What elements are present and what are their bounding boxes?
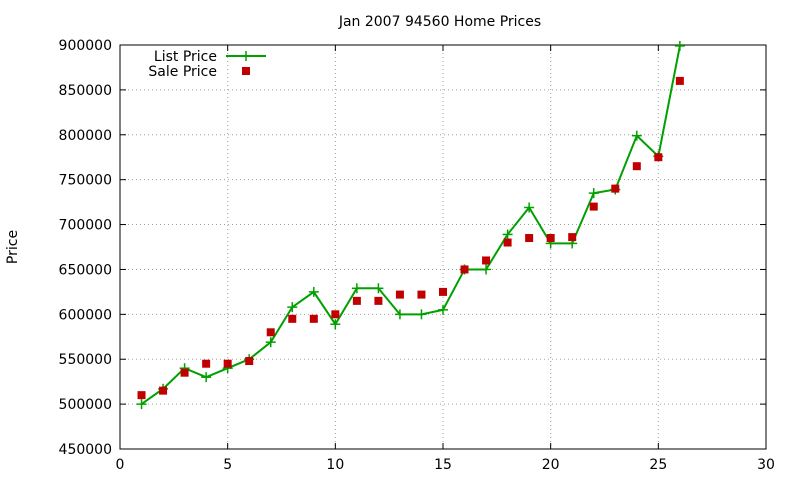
series-1 <box>137 76 684 400</box>
y-tick-label: 750000 <box>59 173 112 189</box>
data-point <box>266 328 275 337</box>
y-tick-label: 900000 <box>59 38 112 54</box>
data-point <box>524 202 535 213</box>
series-line <box>140 45 681 405</box>
data-point <box>674 40 685 51</box>
data-point <box>265 337 276 348</box>
y-tick-label: 500000 <box>59 397 112 413</box>
series-0 <box>136 40 685 410</box>
data-point <box>611 184 620 193</box>
y-tick-label: 800000 <box>59 128 112 144</box>
x-tick-label: 0 <box>116 457 125 473</box>
y-tick-label: 650000 <box>59 262 112 278</box>
data-point <box>502 229 513 240</box>
x-tick-label: 25 <box>649 457 667 473</box>
data-point <box>395 290 404 299</box>
data-point <box>438 304 448 315</box>
data-point <box>180 368 189 377</box>
data-point <box>525 234 534 243</box>
data-point <box>503 238 512 247</box>
y-tick-label: 550000 <box>59 352 112 368</box>
data-point <box>546 234 555 243</box>
data-point <box>373 283 384 294</box>
data-point <box>288 314 297 323</box>
data-point <box>287 302 298 313</box>
data-point <box>245 357 254 366</box>
data-point <box>631 130 642 141</box>
data-point <box>159 386 168 395</box>
data-point <box>632 162 641 171</box>
data-point <box>223 359 232 368</box>
data-point <box>309 314 318 323</box>
x-tick-label: 15 <box>434 457 452 473</box>
data-point <box>136 399 147 410</box>
y-tick-label: 700000 <box>59 218 112 234</box>
x-tick-label: 10 <box>326 457 344 473</box>
y-axis-label: Price <box>5 230 21 264</box>
data-point <box>675 76 684 85</box>
data-point <box>137 391 146 400</box>
y-tick-label: 450000 <box>59 442 112 458</box>
axis-ticks: 0 5 10 15 20 25 30 450000 500000 550000 600000 6500… <box>59 38 775 473</box>
data-point <box>330 319 341 330</box>
data-point <box>417 290 426 299</box>
data-point <box>352 296 361 305</box>
legend-label: Sale Price <box>148 64 217 80</box>
data-point <box>416 309 427 320</box>
data-point <box>202 359 211 368</box>
y-tick-label: 600000 <box>59 307 112 323</box>
legend-marker <box>242 67 250 75</box>
data-point <box>482 256 491 265</box>
data-series <box>136 40 685 410</box>
data-point <box>654 153 663 162</box>
data-point <box>481 264 492 275</box>
data-point <box>201 372 212 383</box>
data-point <box>351 283 362 294</box>
data-point <box>589 202 598 211</box>
x-tick-label: 20 <box>542 457 560 473</box>
grid-lines <box>120 45 766 449</box>
x-tick-label: 30 <box>757 457 775 473</box>
data-point <box>331 310 340 319</box>
data-point <box>568 233 577 242</box>
data-point <box>394 309 405 320</box>
x-tick-label: 5 <box>223 457 232 473</box>
y-tick-label: 850000 <box>59 83 112 99</box>
chart-title: Jan 2007 94560 Home Prices <box>338 14 541 30</box>
legend-label: List Price <box>154 49 217 65</box>
data-point <box>588 188 599 199</box>
data-point <box>374 296 383 305</box>
data-point <box>460 265 469 274</box>
data-point <box>308 286 319 297</box>
data-point <box>439 287 447 296</box>
legend-marker <box>241 51 251 61</box>
